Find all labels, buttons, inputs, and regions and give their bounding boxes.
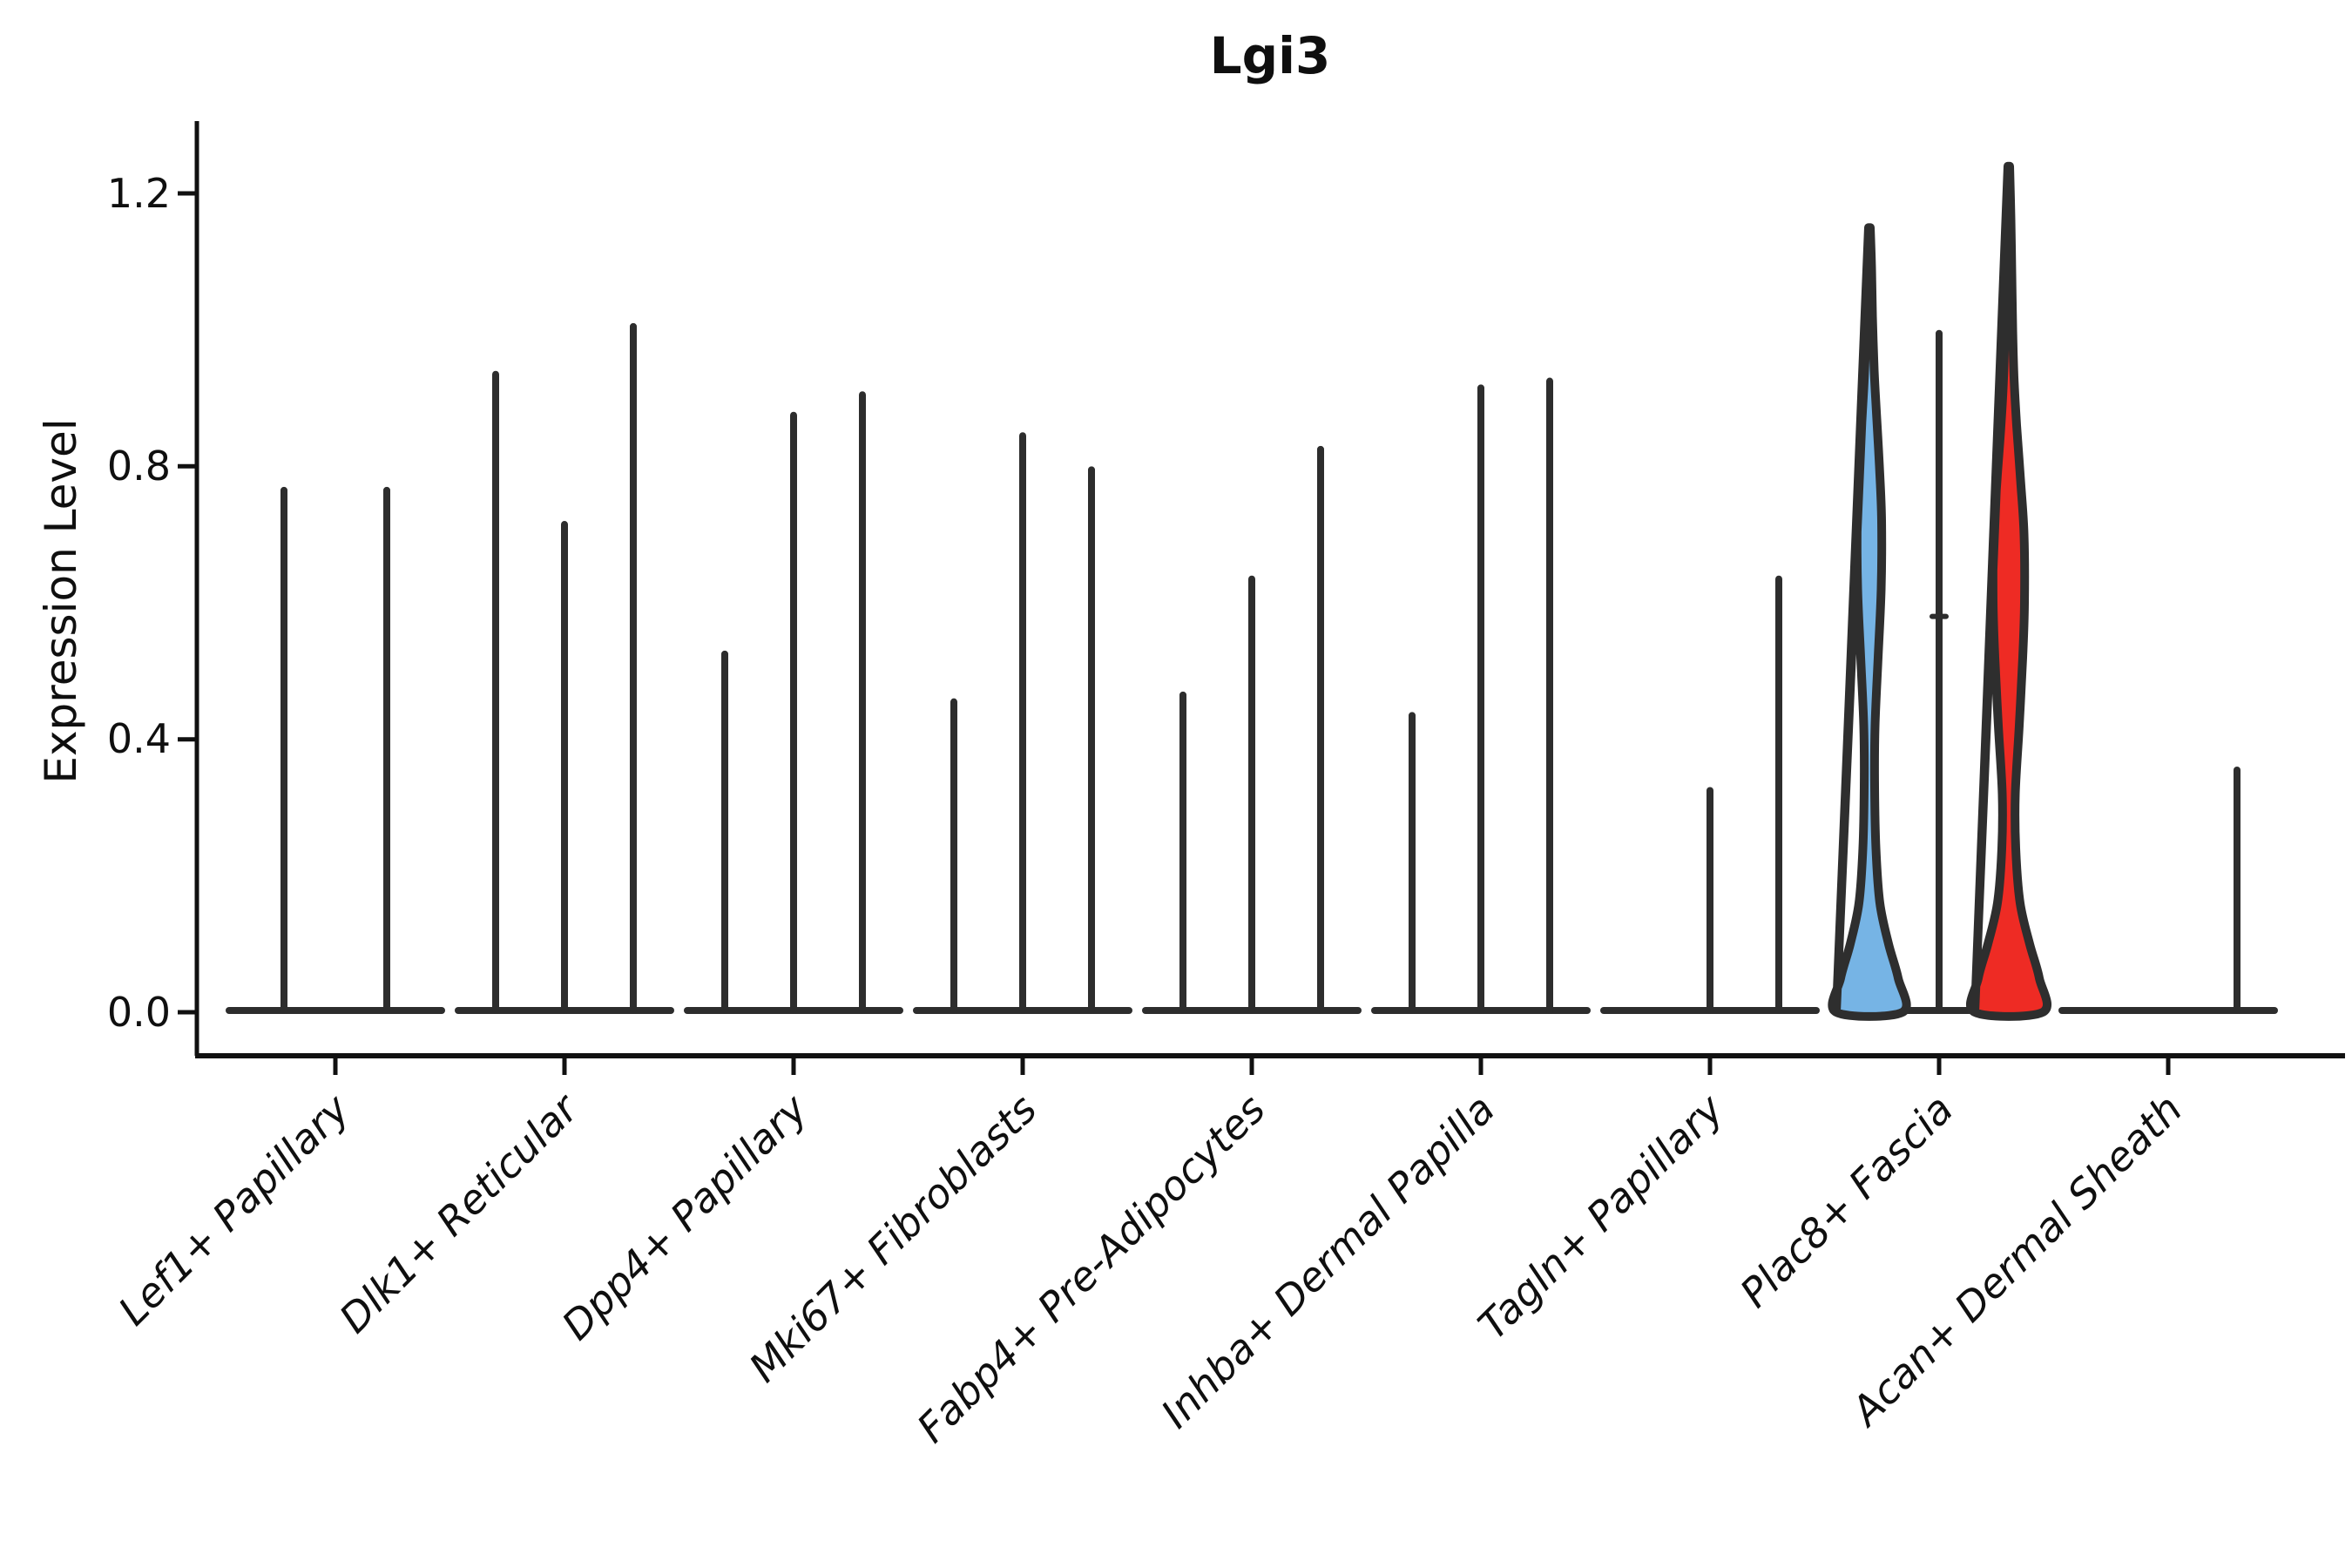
y-tick-label-1: 0.4	[106, 715, 171, 762]
y-tick-label-0: 0.0	[106, 989, 171, 1036]
y-tick-label-3: 1.2	[106, 170, 171, 217]
page-title: Lgi3	[1209, 26, 1331, 85]
filled-violin	[1966, 161, 2051, 1021]
filled-violin	[1828, 223, 1911, 1021]
y-tick-label-2: 0.8	[106, 443, 171, 490]
